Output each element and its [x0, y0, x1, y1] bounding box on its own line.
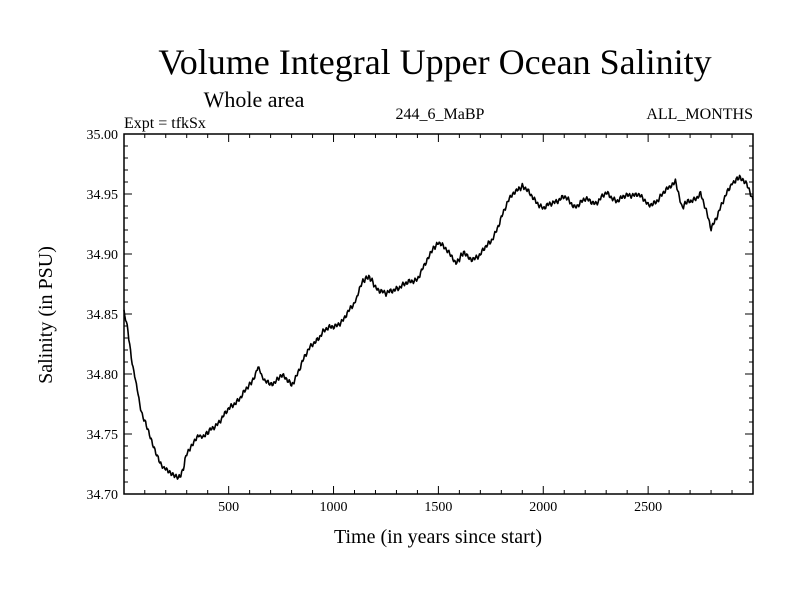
y-tick-label: 34.85: [87, 308, 119, 323]
x-tick-label: 2000: [529, 500, 557, 515]
y-tick-label: 34.70: [87, 488, 119, 503]
months-label: ALL_MONTHS: [646, 106, 753, 123]
x-tick-label: 1500: [424, 500, 452, 515]
salinity-series-line: [123, 174, 754, 480]
y-tick-label: 35.00: [87, 128, 119, 143]
x-axis-label: Time (in years since start): [334, 526, 542, 548]
x-tick-label: 500: [218, 500, 239, 515]
y-tick-label: 34.80: [87, 368, 119, 383]
y-axis-label: Salinity (in PSU): [35, 246, 57, 384]
y-tick-label: 34.95: [87, 188, 119, 203]
y-tick-label: 34.90: [87, 248, 119, 263]
chart-subtitle: Whole area: [204, 87, 305, 112]
plot-area: 500 1000 1500 2000 2500 34.70 34.75 34.80 34.85 3…: [87, 128, 754, 515]
x-tick-label: 1000: [320, 500, 348, 515]
x-tick-label: 2500: [634, 500, 662, 515]
y-tick-label: 34.75: [87, 428, 119, 443]
chart-title: Volume Integral Upper Ocean Salinity: [158, 42, 711, 82]
plot-frame: [123, 133, 754, 495]
run-id-label: 244_6_MaBP: [396, 106, 485, 123]
experiment-label: Expt = tfkSx: [124, 115, 206, 132]
